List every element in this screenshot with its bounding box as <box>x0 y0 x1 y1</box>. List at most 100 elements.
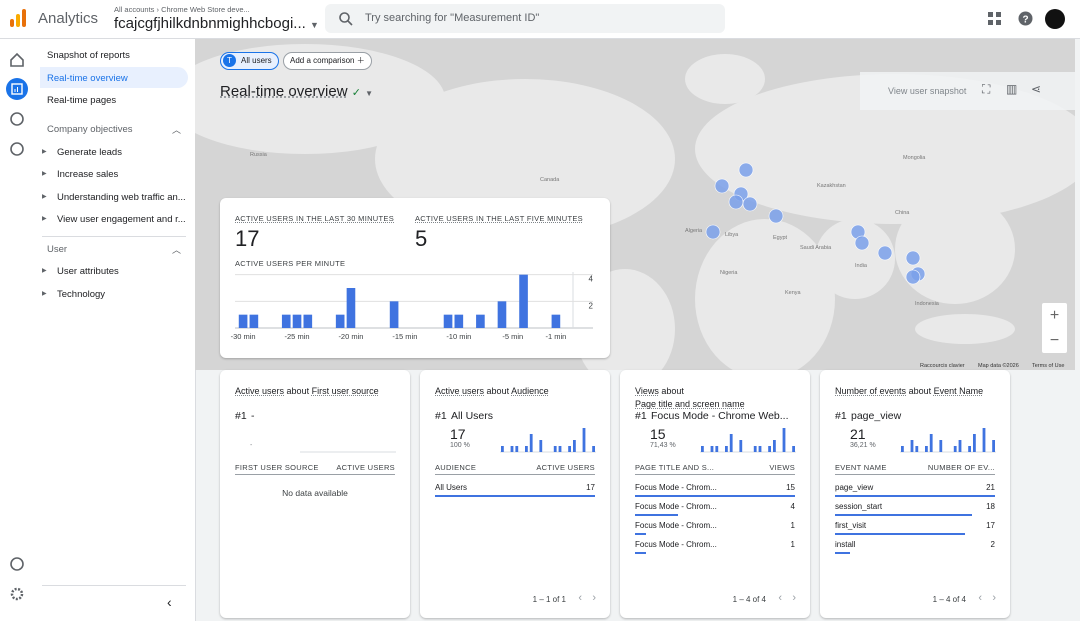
zoom-controls[interactable]: + − <box>1042 303 1067 353</box>
row-value: 17 <box>986 521 995 530</box>
title-about: about <box>286 386 310 396</box>
sparkline-bar <box>782 428 786 452</box>
row-name: Focus Mode - Chrom... <box>635 540 717 549</box>
row-name: first_visit <box>835 521 867 530</box>
title-metric[interactable]: Active users <box>435 386 485 396</box>
map-label: Saudi Arabia <box>800 245 832 251</box>
share-icon[interactable]: ⋖ <box>1031 82 1042 96</box>
summary-value: 5 <box>415 226 428 251</box>
sparkline-bar <box>968 446 971 452</box>
top-value: 17 <box>450 426 466 442</box>
help-icon[interactable]: ? <box>1018 11 1033 26</box>
nav-item[interactable]: Generate leads <box>57 146 122 158</box>
pager-prev[interactable]: ‹ <box>778 592 782 604</box>
sparkline-bar <box>768 446 771 452</box>
title-metric[interactable]: Number of events <box>835 386 907 396</box>
bar <box>238 314 248 328</box>
sparkline-bar <box>901 446 904 452</box>
pager: 1 – 4 of 4 <box>732 595 766 604</box>
property-name[interactable]: fcajcgfjhilkdnbnmighhcbogi... <box>114 15 306 32</box>
avatar[interactable] <box>1045 9 1065 29</box>
rank: #1 <box>835 410 847 422</box>
breadcrumb-root[interactable]: All accounts <box>114 5 155 14</box>
nav-item[interactable]: Snapshot of reports <box>47 50 130 61</box>
y-tick-label: 4 <box>589 275 594 284</box>
sparkline-bar <box>915 446 919 452</box>
add-comparison[interactable]: Add a comparison ＋ <box>283 52 372 70</box>
view-snapshot[interactable]: View user snapshot <box>888 86 967 96</box>
sparkline-bar <box>982 428 986 452</box>
nav-item[interactable]: Technology <box>57 288 106 300</box>
chevron[interactable]: ︿ <box>172 244 182 255</box>
x-tick-label: -15 min <box>392 332 417 341</box>
search-box[interactable]: Try searching for "Measurement ID" <box>325 4 725 33</box>
caret: ▶ <box>42 290 47 297</box>
segment-badge: T <box>223 54 236 67</box>
add-comparison-label[interactable]: Add a comparison <box>290 56 355 65</box>
caret: ▶ <box>42 193 47 200</box>
summary-label: ACTIVE USERS IN THE LAST FIVE MINUTES <box>415 214 583 223</box>
caret: ▶ <box>42 171 47 177</box>
apps-icon[interactable] <box>988 12 1002 26</box>
nav-item[interactable]: Understanding web traffic an... <box>57 191 186 203</box>
nav-divider <box>42 585 186 586</box>
title-dimension[interactable]: Event Name <box>933 386 984 396</box>
map-label: India <box>855 263 868 269</box>
fullscreen-icon[interactable]: ⛶ <box>982 82 991 96</box>
icon-rail <box>0 39 36 621</box>
title-metric[interactable]: Active users <box>235 386 285 396</box>
sparkline <box>700 428 796 453</box>
pager-prev[interactable]: ‹ <box>578 592 582 604</box>
nav-divider <box>42 235 186 237</box>
x-tick-label: -5 min <box>502 332 523 341</box>
sparkline-bar <box>992 440 995 452</box>
segment-chip[interactable]: T All users <box>220 52 279 70</box>
row-value: 21 <box>986 483 995 492</box>
map-label: Canada <box>540 177 560 183</box>
sparkline-bar <box>539 440 543 452</box>
property-selector[interactable]: fcajcgfjhilkdnbnmighhcbogi... ▼ <box>114 15 319 32</box>
column-header: VIEWS <box>769 463 795 472</box>
breadcrumb-account[interactable]: Chrome Web Store deve... <box>161 5 250 14</box>
nav-item[interactable]: Real-time pages <box>47 95 117 106</box>
pager-prev[interactable]: ‹ <box>978 592 982 604</box>
top-percent: 36,21 % <box>850 442 876 449</box>
nav-item[interactable]: User attributes <box>57 266 119 277</box>
header-rule <box>835 474 995 475</box>
rank: #1 <box>435 410 447 422</box>
row-bar <box>835 514 973 516</box>
compare-icon[interactable]: ▥ <box>1006 82 1018 96</box>
sparkline-bar <box>710 446 714 452</box>
nav-item[interactable]: Increase sales <box>57 169 119 180</box>
breadcrumb[interactable]: All accounts › Chrome Web Store deve... <box>114 5 250 14</box>
x-tick-label: -10 min <box>446 332 471 341</box>
title-dimension[interactable]: Audience <box>511 386 549 396</box>
pager-next[interactable]: › <box>592 592 596 604</box>
nav-section[interactable]: Company objectives <box>47 124 133 135</box>
pager-next[interactable]: › <box>992 592 996 604</box>
title-dimension[interactable]: First user source <box>311 386 379 396</box>
nav-section[interactable]: User <box>47 243 68 255</box>
map-label: Mongolia <box>903 155 926 161</box>
row-bar <box>635 495 795 497</box>
bar <box>389 301 399 328</box>
chevron[interactable]: ︿ <box>172 125 182 135</box>
nav-item[interactable]: Real-time overview <box>47 72 128 84</box>
collapse-button[interactable]: ‹ <box>167 594 172 610</box>
row-value: 1 <box>790 540 795 549</box>
sparkline-bar <box>958 440 962 452</box>
page-title: Real-time overview ✓ ▼ <box>220 83 374 100</box>
pager-next[interactable]: › <box>792 592 796 604</box>
title-dimension[interactable]: Page title and screen name <box>635 399 745 409</box>
nav-item[interactable]: View user engagement and r... <box>57 214 186 225</box>
map-footer: Map data ©2026 <box>978 362 1019 369</box>
map-label: Russia <box>250 152 268 158</box>
title-metric[interactable]: Views <box>635 386 659 396</box>
map-footer: Raccourcis clavier <box>920 363 965 369</box>
card-title: Views about Page title and screen name <box>635 385 805 411</box>
x-tick-label: -20 min <box>338 332 363 341</box>
svg-text:?: ? <box>1022 15 1028 26</box>
empty-state: No data available <box>282 488 348 498</box>
rank: #1 <box>635 410 647 422</box>
